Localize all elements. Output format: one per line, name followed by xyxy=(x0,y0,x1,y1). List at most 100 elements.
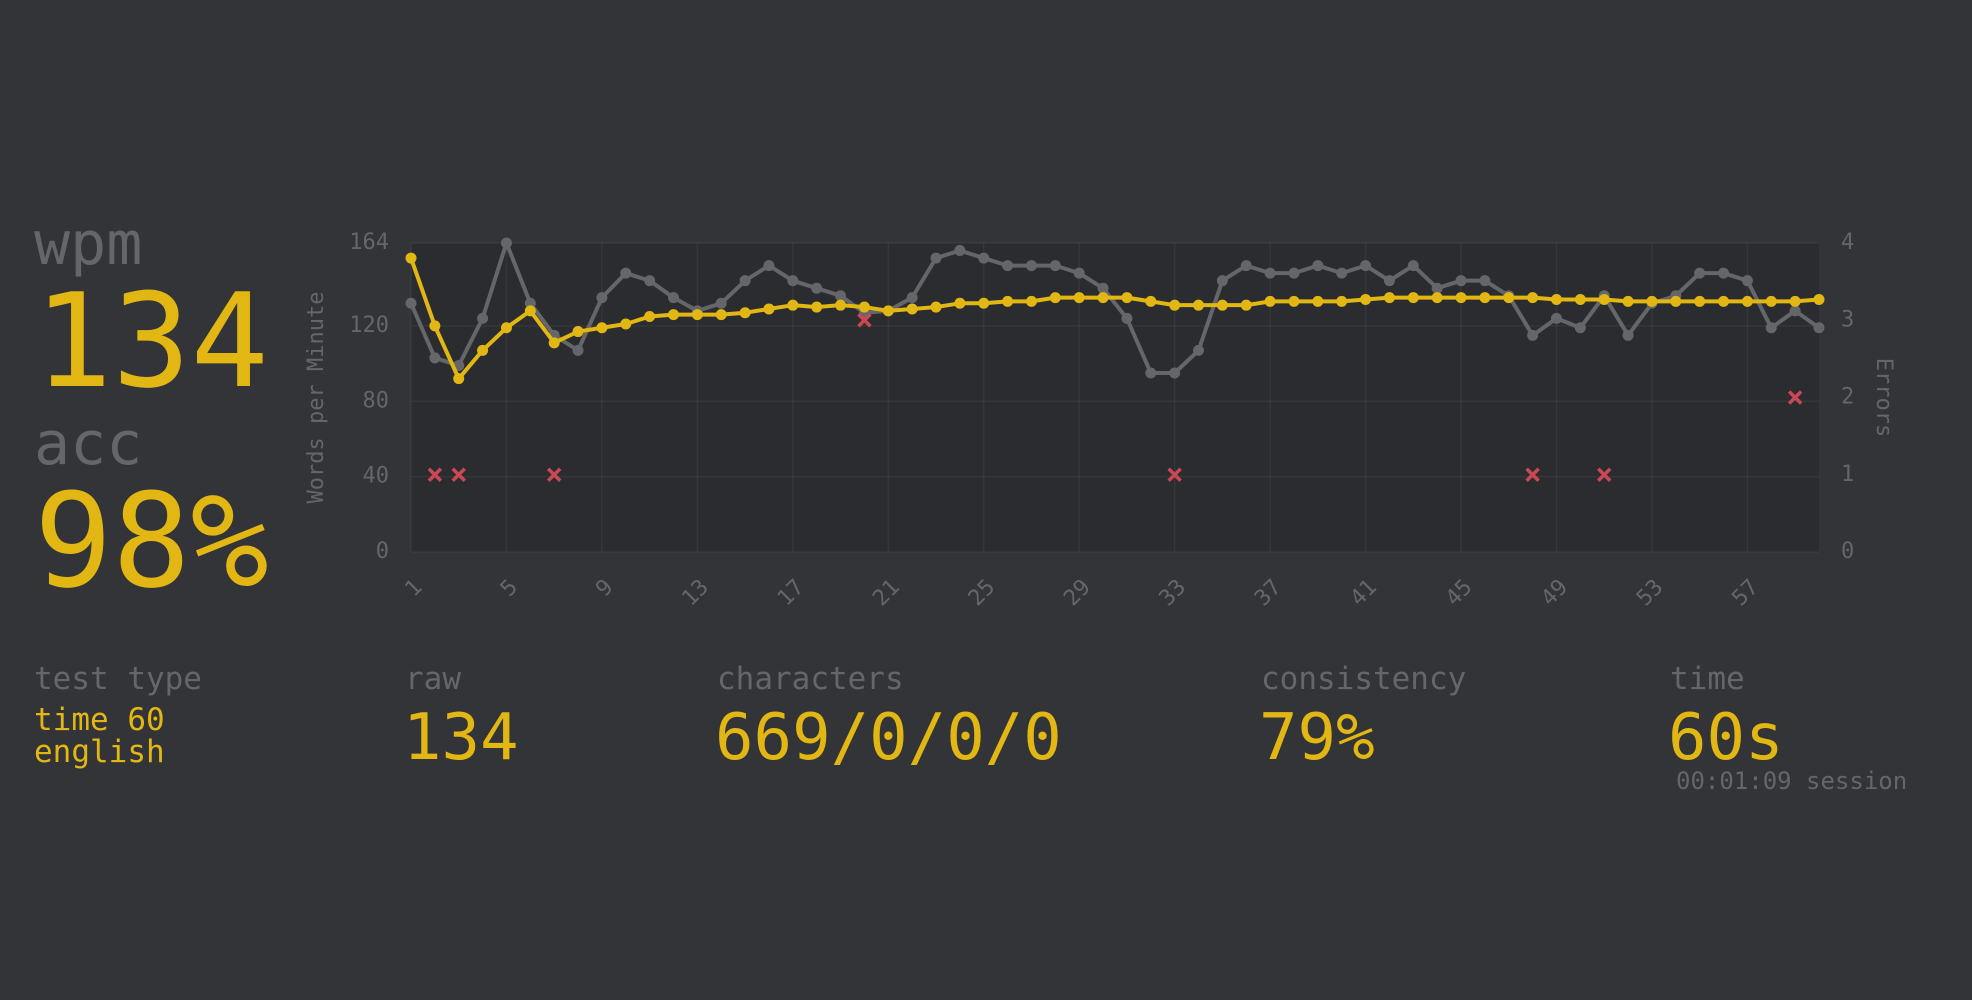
series-point xyxy=(668,292,680,304)
x-tick-label: 45 xyxy=(1441,575,1477,611)
y-tick-label: 164 xyxy=(349,230,389,255)
series-point xyxy=(858,301,870,313)
x-tick-label: 49 xyxy=(1537,575,1573,611)
x-tick-label: 29 xyxy=(1059,575,1095,611)
series-point xyxy=(954,297,966,309)
series-point xyxy=(739,275,751,287)
acc-label: acc xyxy=(34,409,143,479)
series-point xyxy=(1718,295,1730,307)
series-point xyxy=(811,282,823,294)
series-point xyxy=(1741,295,1753,307)
series-point xyxy=(572,344,584,356)
series-point xyxy=(1813,294,1825,306)
series-point xyxy=(1169,299,1181,311)
series-point xyxy=(429,352,441,364)
consistency-label: consistency xyxy=(1261,661,1467,697)
series-point xyxy=(691,309,703,321)
series-point xyxy=(1694,267,1706,279)
error-marker xyxy=(1525,467,1540,482)
series-point xyxy=(1216,275,1228,287)
series-point xyxy=(1455,275,1467,287)
series-point xyxy=(1431,282,1443,294)
series-point xyxy=(644,275,656,287)
x-tick-label: 1 xyxy=(400,575,427,602)
series-point xyxy=(1264,295,1276,307)
series-point xyxy=(906,303,918,315)
y2-tick-label: 0 xyxy=(1841,539,1854,564)
x-tick-label: 57 xyxy=(1727,575,1763,611)
series-point xyxy=(1431,292,1443,304)
series-point xyxy=(763,303,775,315)
series-point xyxy=(1789,305,1801,317)
series-point xyxy=(1598,294,1610,306)
series-point xyxy=(500,322,512,334)
consistency-value: 79% xyxy=(1259,701,1375,775)
series-point xyxy=(1049,292,1061,304)
plot-area xyxy=(411,243,1819,552)
series-point xyxy=(1622,329,1634,341)
series-point xyxy=(1025,260,1037,272)
series-point xyxy=(1479,275,1491,287)
x-tick-label: 9 xyxy=(591,575,618,602)
series-point xyxy=(1646,295,1658,307)
x-tick-label: 21 xyxy=(868,575,904,611)
series-point xyxy=(1002,260,1014,272)
error-marker xyxy=(1596,467,1612,482)
series-point xyxy=(1097,292,1109,304)
series-point xyxy=(1574,294,1586,306)
series-point xyxy=(620,267,632,279)
series-point xyxy=(405,297,417,309)
series-point xyxy=(1312,260,1324,272)
series-point xyxy=(1503,292,1515,304)
wpm-value: 134 xyxy=(34,265,269,417)
series-point xyxy=(1097,282,1109,294)
series-point xyxy=(1121,312,1133,324)
series-point xyxy=(1288,267,1300,279)
series-point xyxy=(548,337,560,349)
series-point xyxy=(429,320,441,332)
series-point xyxy=(978,252,990,264)
series-point xyxy=(1049,260,1061,272)
x-tick-label: 37 xyxy=(1250,575,1286,611)
series-point xyxy=(811,301,823,313)
y2-axis-title: Errors xyxy=(1871,358,1896,437)
x-tick-label: 53 xyxy=(1632,575,1668,611)
series-point xyxy=(1718,267,1730,279)
series-point xyxy=(477,312,489,324)
series-point xyxy=(1360,294,1372,306)
series-point xyxy=(930,252,942,264)
series-point xyxy=(1765,295,1777,307)
y-tick-label: 80 xyxy=(363,388,390,413)
series-point xyxy=(668,309,680,321)
raw-value: 134 xyxy=(403,701,519,775)
series-point xyxy=(1145,367,1157,379)
acc-value: 98% xyxy=(34,465,269,617)
x-tick-label: 33 xyxy=(1155,575,1191,611)
series-point xyxy=(1383,292,1395,304)
series-point xyxy=(835,290,847,302)
series-point xyxy=(500,237,512,249)
time-label: time xyxy=(1670,661,1745,697)
series-point xyxy=(1288,295,1300,307)
error-marker xyxy=(546,467,562,482)
x-tick-label: 17 xyxy=(773,575,809,611)
series-point xyxy=(1025,295,1037,307)
series-point xyxy=(1145,295,1157,307)
time-value: 60s xyxy=(1668,701,1784,775)
series-point xyxy=(1813,322,1825,334)
wpm-label: wpm xyxy=(34,209,143,279)
x-tick-label: 25 xyxy=(964,575,1000,611)
y2-tick-label: 1 xyxy=(1841,462,1854,487)
series-point xyxy=(1574,322,1586,334)
series-point xyxy=(1240,299,1252,311)
series-point xyxy=(715,309,727,321)
series-point xyxy=(596,322,608,334)
error-marker xyxy=(427,467,443,482)
characters-label: characters xyxy=(717,661,904,697)
series-point xyxy=(1264,267,1276,279)
series-point xyxy=(405,252,417,264)
series-point xyxy=(572,326,584,338)
x-tick-label: 5 xyxy=(496,575,523,602)
